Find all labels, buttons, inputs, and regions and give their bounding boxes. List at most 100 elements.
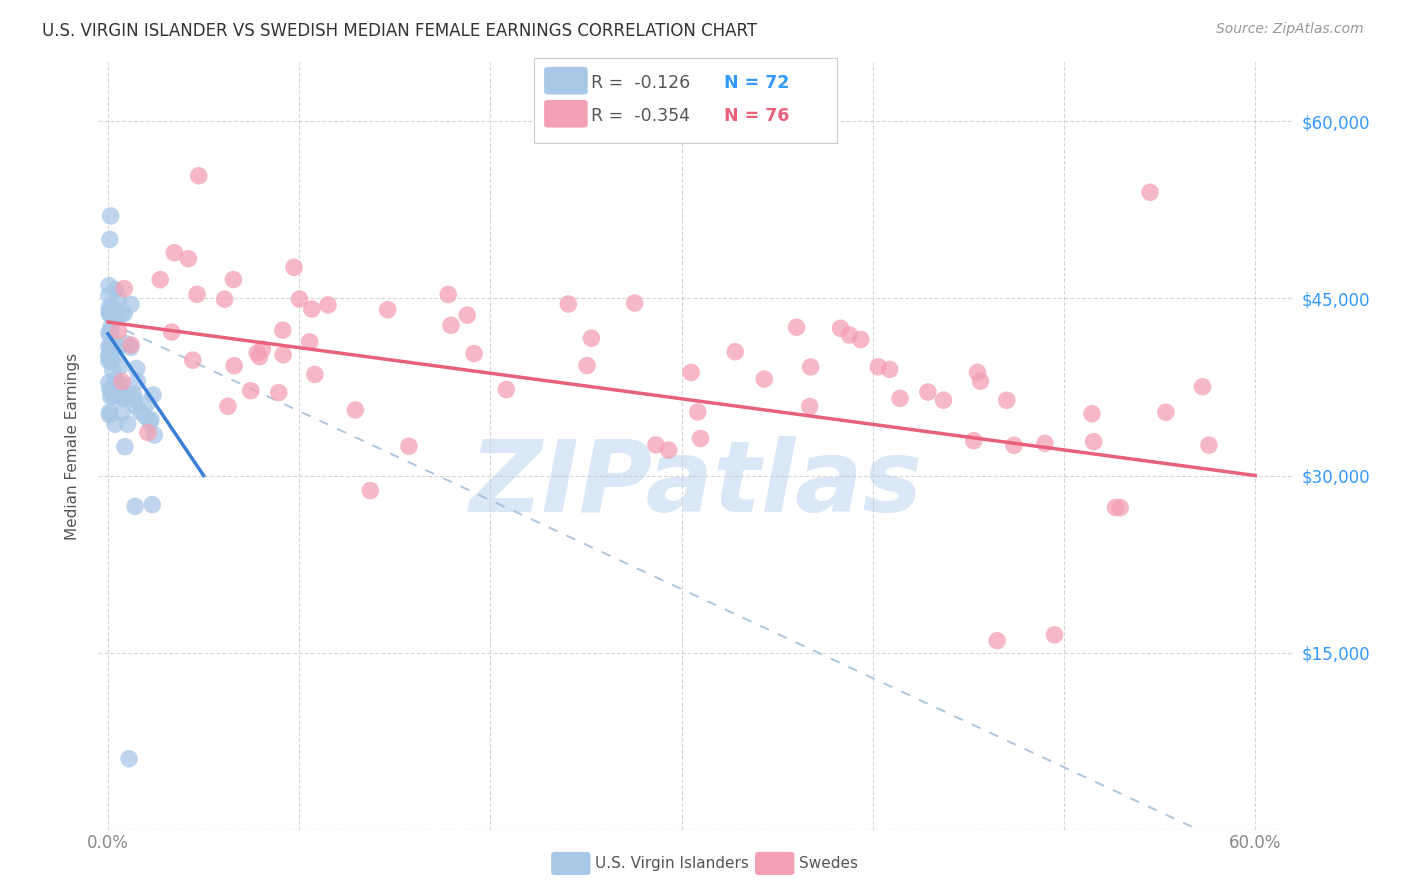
- Point: [100, 307, 122, 321]
- Point: [995, 393, 1018, 408]
- Point: [217, 399, 239, 413]
- Point: [98, 301, 121, 315]
- Point: [129, 405, 152, 419]
- Point: [105, 304, 128, 318]
- Point: [104, 283, 127, 297]
- Point: [100, 390, 122, 404]
- Point: [104, 374, 127, 388]
- Point: [142, 388, 165, 402]
- Point: [98, 353, 121, 368]
- Point: [111, 391, 134, 405]
- Point: [98, 307, 121, 321]
- Point: [271, 323, 294, 337]
- Point: [658, 443, 681, 458]
- Point: [681, 366, 703, 380]
- Point: [139, 415, 162, 429]
- Point: [139, 412, 162, 426]
- Point: [114, 440, 136, 454]
- Point: [440, 318, 463, 333]
- Point: [889, 392, 911, 406]
- Y-axis label: Median Female Earnings: Median Female Earnings: [65, 352, 80, 540]
- Point: [249, 350, 271, 364]
- Point: [623, 296, 645, 310]
- Point: [98, 405, 121, 419]
- Point: [107, 339, 129, 353]
- Point: [298, 334, 321, 349]
- Point: [100, 385, 122, 400]
- Point: [495, 383, 517, 397]
- Point: [98, 278, 121, 293]
- Point: [686, 405, 709, 419]
- Point: [98, 303, 121, 318]
- Point: [301, 301, 323, 316]
- Point: [838, 328, 860, 343]
- Point: [246, 346, 269, 360]
- Point: [214, 292, 236, 306]
- Point: [1109, 500, 1132, 515]
- Point: [115, 336, 138, 351]
- Point: [1002, 438, 1025, 452]
- Point: [104, 310, 127, 324]
- Point: [112, 390, 135, 404]
- Point: [101, 301, 124, 316]
- Point: [97, 288, 120, 302]
- Point: [97, 376, 120, 390]
- Point: [456, 308, 478, 322]
- Point: [111, 307, 134, 321]
- Point: [120, 340, 142, 354]
- Point: [316, 298, 339, 312]
- Point: [581, 331, 603, 345]
- Point: [136, 395, 159, 409]
- Text: U.S. VIRGIN ISLANDER VS SWEDISH MEDIAN FEMALE EARNINGS CORRELATION CHART: U.S. VIRGIN ISLANDER VS SWEDISH MEDIAN F…: [42, 22, 758, 40]
- Point: [724, 344, 747, 359]
- Point: [110, 377, 132, 392]
- Point: [359, 483, 381, 498]
- Point: [124, 399, 146, 413]
- Point: [111, 375, 134, 389]
- Point: [118, 752, 141, 766]
- Point: [100, 320, 122, 334]
- Point: [117, 417, 139, 432]
- Point: [969, 374, 991, 388]
- Point: [1139, 186, 1161, 200]
- Point: [125, 361, 148, 376]
- Point: [177, 252, 200, 266]
- Point: [398, 439, 420, 453]
- Point: [97, 339, 120, 353]
- Point: [271, 348, 294, 362]
- Point: [97, 354, 120, 368]
- Point: [160, 325, 183, 339]
- Point: [463, 346, 485, 360]
- Point: [799, 400, 821, 414]
- Point: [849, 333, 872, 347]
- Point: [222, 272, 245, 286]
- Text: ZIPatlas: ZIPatlas: [470, 436, 922, 533]
- Point: [986, 633, 1008, 648]
- Point: [122, 392, 145, 406]
- Text: N = 72: N = 72: [724, 74, 789, 92]
- Point: [932, 393, 955, 408]
- Point: [288, 292, 311, 306]
- Point: [186, 287, 208, 301]
- Point: [1198, 438, 1220, 452]
- Point: [97, 350, 120, 364]
- Point: [283, 260, 305, 275]
- Point: [252, 342, 274, 356]
- Point: [127, 375, 149, 389]
- Point: [101, 345, 124, 359]
- Point: [111, 405, 134, 419]
- Point: [1104, 500, 1126, 515]
- Point: [136, 425, 159, 440]
- Point: [1154, 405, 1177, 419]
- Point: [100, 209, 122, 223]
- Point: [1043, 628, 1066, 642]
- Text: R =  -0.354: R = -0.354: [591, 107, 689, 125]
- Point: [879, 362, 901, 376]
- Point: [239, 384, 262, 398]
- Text: Source: ZipAtlas.com: Source: ZipAtlas.com: [1216, 22, 1364, 37]
- Point: [1033, 436, 1056, 450]
- Point: [181, 353, 204, 368]
- Point: [101, 331, 124, 345]
- Point: [645, 438, 668, 452]
- Point: [800, 359, 823, 374]
